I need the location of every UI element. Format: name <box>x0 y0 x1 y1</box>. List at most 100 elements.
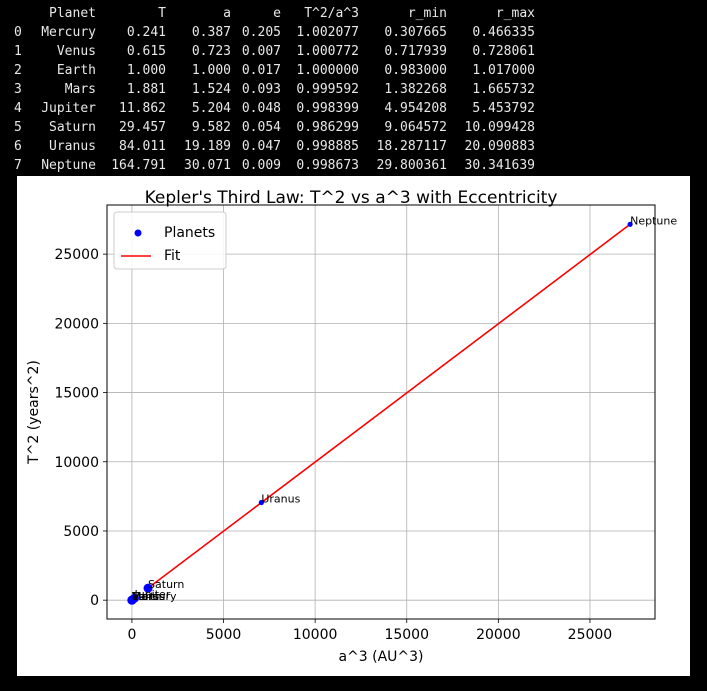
dataframe-row: 0 Mercury 0.241 0.387 0.205 1.002077 0.307665 0… <box>0 23 535 42</box>
axis-ticks: 0 5000 10000 15000 20000 25000 0 5000 10000 15000… <box>54 247 612 643</box>
period-t: 0.241 <box>126 25 166 40</box>
period-t: 0.615 <box>126 44 166 59</box>
header-a: a <box>223 6 231 21</box>
header-index <box>0 4 36 23</box>
legend: Planets Fit <box>113 211 227 270</box>
planet-point <box>129 593 139 603</box>
header-planet: Planet <box>49 6 96 21</box>
x-tick-label: 20000 <box>476 627 521 643</box>
r-max: 5.453792 <box>472 101 535 116</box>
x-tick-label: 5000 <box>206 627 242 643</box>
dataframe-output: Planet T a e T^2/a^3 r_min r_max 0 Mercur… <box>0 0 707 176</box>
dataframe-row: 6 Uranus 84.011 19.189 0.047 0.998885 18.28711… <box>0 137 535 156</box>
r-max: 0.728061 <box>472 44 535 59</box>
planet-point <box>627 221 633 227</box>
planet-name: Jupiter <box>41 101 96 116</box>
y-tick-label: 0 <box>90 593 99 609</box>
planet-label: Earth <box>132 590 162 603</box>
ratio-t2-a3: 0.998399 <box>296 101 359 116</box>
semi-major-a: 1.524 <box>191 82 231 97</box>
r-max: 1.017000 <box>472 63 535 78</box>
planet-name: Mars <box>64 82 96 97</box>
planet-label: Saturn <box>148 578 184 591</box>
semi-major-a: 0.723 <box>191 44 231 59</box>
fit-series <box>147 223 631 589</box>
r-min: 0.307665 <box>384 25 447 40</box>
ratio-t2-a3: 1.000000 <box>296 63 359 78</box>
semi-major-a: 0.387 <box>191 25 231 40</box>
planet-label: Jupiter <box>133 588 170 601</box>
x-tick-label: 15000 <box>384 627 429 643</box>
planet-label: Uranus <box>261 492 300 505</box>
period-t: 1.881 <box>126 82 166 97</box>
semi-major-a: 5.204 <box>191 101 231 116</box>
eccentricity-e: 0.009 <box>241 158 281 173</box>
ratio-t2-a3: 0.998885 <box>296 139 359 154</box>
planet-name: Mercury <box>41 25 96 40</box>
eccentricity-e: 0.007 <box>241 44 281 59</box>
dataframe-body: 0 Mercury 0.241 0.387 0.205 1.002077 0.307665 0… <box>0 23 535 175</box>
header-ratio: T^2/a^3 <box>304 6 359 21</box>
ratio-t2-a3: 1.002077 <box>296 25 359 40</box>
semi-major-a: 1.000 <box>191 63 231 78</box>
eccentricity-e: 0.047 <box>241 139 281 154</box>
header-t: T <box>158 6 166 21</box>
chart-title: Kepler's Third Law: T^2 vs a^3 with Ecce… <box>145 188 558 208</box>
planet-points <box>127 221 633 605</box>
period-t: 164.791 <box>111 158 166 173</box>
dataframe-row: 2 Earth 1.000 1.000 0.017 1.000000 0.983000 1.0… <box>0 61 535 80</box>
row-index: 0 <box>14 25 22 40</box>
plot-panel: Kepler's Third Law: T^2 vs a^3 with Ecce… <box>17 176 690 676</box>
row-index: 5 <box>14 120 22 135</box>
x-tick-label: 25000 <box>568 627 613 643</box>
eccentricity-e: 0.054 <box>241 120 281 135</box>
planet-name: Uranus <box>49 139 96 154</box>
row-index: 3 <box>14 82 22 97</box>
planet-name: Saturn <box>49 120 96 135</box>
legend-marker-planets <box>134 229 142 237</box>
header-e: e <box>273 6 281 21</box>
period-t: 1.000 <box>126 63 166 78</box>
ratio-t2-a3: 1.000772 <box>296 44 359 59</box>
y-tick-label: 5000 <box>63 524 99 540</box>
r-min: 0.983000 <box>384 63 447 78</box>
plot-frame <box>106 204 656 620</box>
eccentricity-e: 0.205 <box>241 25 281 40</box>
dataframe-row: 4 Jupiter 11.862 5.204 0.048 0.998399 4.954208… <box>0 99 535 118</box>
eccentricity-e: 0.048 <box>241 101 281 116</box>
row-index: 7 <box>14 158 22 173</box>
row-index: 4 <box>14 101 22 116</box>
r-min: 9.064572 <box>384 120 447 135</box>
dataframe-row: 7 Neptune 164.791 30.071 0.009 0.998673 29.800… <box>0 156 535 175</box>
eccentricity-e: 0.093 <box>241 82 281 97</box>
semi-major-a: 19.189 <box>184 139 231 154</box>
y-tick-label: 20000 <box>54 316 99 332</box>
r-min: 1.382268 <box>384 82 447 97</box>
row-index: 6 <box>14 139 22 154</box>
planet-point <box>258 499 264 506</box>
planet-name: Earth <box>56 63 96 78</box>
r-max: 20.090883 <box>464 139 535 154</box>
eccentricity-e: 0.017 <box>241 63 281 78</box>
legend-box <box>113 211 227 270</box>
r-min: 29.800361 <box>376 158 447 173</box>
r-max: 0.466335 <box>472 25 535 40</box>
planet-label: Venus <box>132 590 165 603</box>
y-tick-label: 10000 <box>54 455 99 471</box>
period-t: 29.457 <box>119 120 166 135</box>
dataframe-row: 3 Mars 1.881 1.524 0.093 0.999592 1.382268 1.66… <box>0 80 535 99</box>
dataframe-table: Planet T a e T^2/a^3 r_min r_max 0 Mercur… <box>0 4 535 175</box>
planet-label: Mercury <box>132 590 177 603</box>
legend-label-planets: Planets <box>164 225 215 241</box>
ratio-t2-a3: 0.998673 <box>296 158 359 173</box>
r-min: 4.954208 <box>384 101 447 116</box>
scatter-chart: Kepler's Third Law: T^2 vs a^3 with Ecce… <box>26 188 677 665</box>
x-tick-label: 10000 <box>293 627 338 643</box>
dataframe-header-row: Planet T a e T^2/a^3 r_min r_max <box>0 4 535 23</box>
dataframe-row: 5 Saturn 29.457 9.582 0.054 0.986299 9.064572 1… <box>0 118 535 137</box>
planet-name: Venus <box>56 44 96 59</box>
y-tick-label: 25000 <box>54 247 99 263</box>
x-tick-label: 0 <box>127 627 136 643</box>
semi-major-a: 30.071 <box>184 158 231 173</box>
r-max: 10.099428 <box>464 120 535 135</box>
